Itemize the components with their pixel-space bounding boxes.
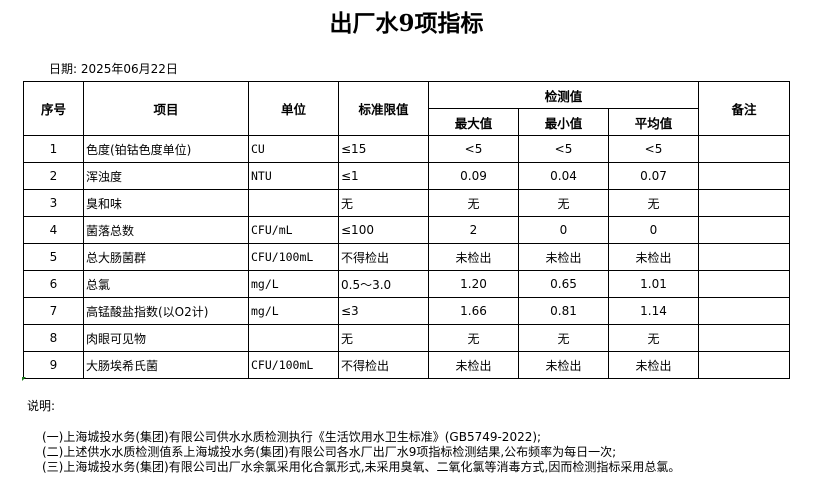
cell-no: 3 [23,189,84,217]
cell-avg: 未检出 [608,243,699,271]
cell-remark [698,324,790,352]
cell-unit: mg/L [248,297,339,325]
note-line: (三)上海城投水务(集团)有限公司出厂水余氯采用化合氯形式,未采用臭氧、二氧化氯… [42,460,681,474]
header-max: 最大值 [428,108,519,136]
note-line: (二)上述供水水质检测值系上海城投水务(集团)有限公司各水厂出厂水9项指标检测结… [42,445,617,459]
cell-unit: mg/L [248,270,339,298]
cell-marker [22,377,26,381]
table-row: 4 菌落总数 CFU/mL ≤100 2 0 0 [23,216,790,244]
cell-remark [698,216,790,244]
page-title: 出厂水9项指标 [329,10,484,37]
header-remark: 备注 [698,81,790,136]
cell-item: 浑浊度 [83,162,249,190]
cell-unit: CFU/100mL [248,351,339,379]
table-row: 6 总氯 mg/L 0.5～3.0 1.20 0.65 1.01 [23,270,790,298]
cell-max: <5 [428,135,519,163]
cell-min: 无 [518,324,609,352]
cell-avg: 未检出 [608,351,699,379]
notes: (一)上海城投水务(集团)有限公司供水水质检测执行《生活饮用水卫生标准》(GB5… [42,430,680,475]
cell-min: 无 [518,189,609,217]
cell-no: 1 [23,135,84,163]
table-row: 3 臭和味无无无无 [23,189,790,217]
cell-max: 无 [428,189,519,217]
cell-max: 无 [428,324,519,352]
cell-remark [698,189,790,217]
cell-no: 9 [23,351,84,379]
water-quality-table: 序号 项目 单位 标准限值 检测值 备注 最大值 最小值 平均值 1 色度(铂钴色… [23,81,790,379]
table-row: 1 色度(铂钴色度单位) CU ≤15 <5 <5 <5 [23,135,790,163]
cell-no: 7 [23,297,84,325]
cell-item: 菌落总数 [83,216,249,244]
cell-no: 4 [23,216,84,244]
cell-avg: <5 [608,135,699,163]
cell-remark [698,243,790,271]
table-row: 5 总大肠菌群 CFU/100mL 不得检出 未检出 未检出 未检出 [23,243,790,271]
header-limit: 标准限值 [338,81,429,136]
notes-label: 说明: [27,399,56,413]
cell-unit: NTU [248,162,339,190]
cell-item: 臭和味 [83,189,249,217]
cell-min: 未检出 [518,351,609,379]
cell-min: 未检出 [518,243,609,271]
cell-limit: ≤3 [338,297,429,325]
table-row: 9 大肠埃希氏菌 CFU/100mL 不得检出 未检出 未检出 未检出 [23,351,790,379]
cell-limit: 0.5～3.0 [338,270,429,298]
cell-unit: CFU/mL [248,216,339,244]
cell-unit [248,189,339,217]
cell-max: 未检出 [428,351,519,379]
header-no: 序号 [23,81,84,136]
cell-remark [698,351,790,379]
cell-min: 0.81 [518,297,609,325]
table-row: 7 高锰酸盐指数(以O2计) mg/L ≤3 1.66 0.81 1.14 [23,297,790,325]
cell-limit: ≤100 [338,216,429,244]
cell-unit [248,324,339,352]
cell-unit: CU [248,135,339,163]
table-row: 8 肉眼可见物无无无无 [23,324,790,352]
cell-item: 高锰酸盐指数(以O2计) [83,297,249,325]
cell-unit: CFU/100mL [248,243,339,271]
cell-max: 0.09 [428,162,519,190]
cell-limit: 无 [338,189,429,217]
cell-item: 总氯 [83,270,249,298]
header-detect: 检测值 [428,81,699,109]
cell-max: 1.66 [428,297,519,325]
cell-no: 6 [23,270,84,298]
cell-max: 1.20 [428,270,519,298]
cell-max: 未检出 [428,243,519,271]
cell-avg: 1.01 [608,270,699,298]
cell-no: 5 [23,243,84,271]
header-unit: 单位 [248,81,339,136]
cell-max: 2 [428,216,519,244]
cell-remark [698,270,790,298]
header-min: 最小值 [518,108,609,136]
cell-item: 肉眼可见物 [83,324,249,352]
cell-item: 色度(铂钴色度单位) [83,135,249,163]
cell-limit: 不得检出 [338,351,429,379]
report-date: 日期: 2025年06月22日 [49,62,178,76]
table-row: 2 浑浊度 NTU ≤1 0.09 0.04 0.07 [23,162,790,190]
cell-no: 2 [23,162,84,190]
cell-min: 0.65 [518,270,609,298]
cell-limit: ≤15 [338,135,429,163]
cell-avg: 无 [608,324,699,352]
cell-no: 8 [23,324,84,352]
header-avg: 平均值 [608,108,699,136]
cell-limit: ≤1 [338,162,429,190]
cell-avg: 1.14 [608,297,699,325]
note-line: (一)上海城投水务(集团)有限公司供水水质检测执行《生活饮用水卫生标准》(GB5… [42,430,542,444]
cell-remark [698,135,790,163]
cell-min: <5 [518,135,609,163]
cell-avg: 0 [608,216,699,244]
cell-limit: 不得检出 [338,243,429,271]
cell-remark [698,297,790,325]
cell-avg: 无 [608,189,699,217]
cell-min: 0 [518,216,609,244]
cell-min: 0.04 [518,162,609,190]
cell-remark [698,162,790,190]
cell-avg: 0.07 [608,162,699,190]
cell-item: 总大肠菌群 [83,243,249,271]
header-item: 项目 [83,81,249,136]
cell-item: 大肠埃希氏菌 [83,351,249,379]
cell-limit: 无 [338,324,429,352]
